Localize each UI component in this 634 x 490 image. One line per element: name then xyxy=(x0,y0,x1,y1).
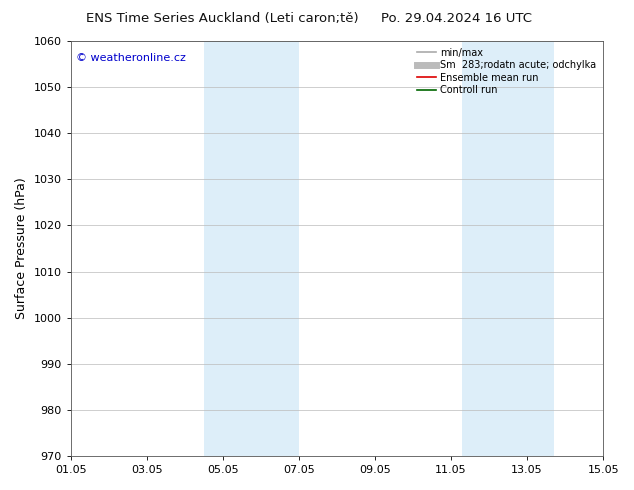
Y-axis label: Surface Pressure (hPa): Surface Pressure (hPa) xyxy=(15,178,28,319)
Legend: min/max, Sm  283;rodatn acute; odchylka, Ensemble mean run, Controll run: min/max, Sm 283;rodatn acute; odchylka, … xyxy=(415,46,598,97)
Text: ENS Time Series Auckland (Leti caron;tě): ENS Time Series Auckland (Leti caron;tě) xyxy=(86,12,358,25)
Text: Po. 29.04.2024 16 UTC: Po. 29.04.2024 16 UTC xyxy=(381,12,532,25)
Bar xyxy=(489,41,553,456)
Text: © weatheronline.cz: © weatheronline.cz xyxy=(76,53,186,64)
Bar xyxy=(462,41,489,456)
Bar xyxy=(204,41,299,456)
